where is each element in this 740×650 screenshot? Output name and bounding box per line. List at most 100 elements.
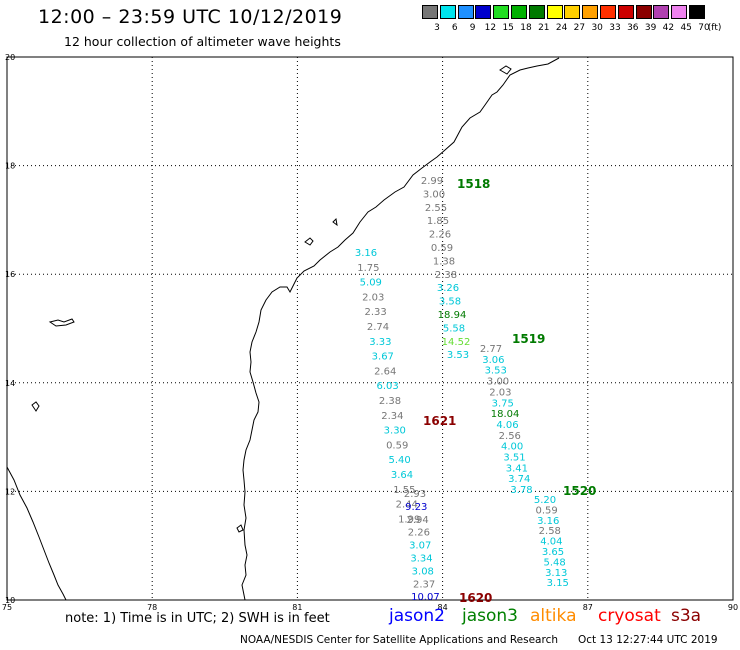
track-time-label: 1519 — [512, 332, 545, 346]
swh-value: 2.33 — [364, 307, 386, 318]
legend-swatch — [582, 5, 599, 19]
island-outline — [48, 318, 75, 327]
legend-label: 18 — [520, 23, 532, 33]
lat-tick-label: 14 — [5, 379, 15, 388]
swh-value: 2.03 — [489, 387, 511, 398]
swh-value: 3.13 — [545, 568, 567, 579]
west-coastline — [6, 466, 67, 601]
swh-value: 1.38 — [433, 256, 455, 267]
swh-value: 18.94 — [438, 310, 467, 321]
legend-label: 30 — [591, 23, 603, 33]
swh-value: 3.34 — [410, 554, 432, 565]
legend-swatch — [475, 5, 492, 19]
swh-value: 4.06 — [496, 420, 518, 431]
swh-value: 4.04 — [540, 537, 562, 548]
swh-value: 3.67 — [372, 352, 394, 363]
swh-value: 3.26 — [437, 283, 459, 294]
track-time-label: 1621 — [423, 414, 456, 428]
footer-note: note: 1) Time is in UTC; 2) SWH is in fe… — [65, 611, 330, 626]
lon-tick-label: 84 — [438, 603, 448, 612]
swh-value: 1.75 — [357, 263, 379, 274]
satellite-name: jason3 — [462, 606, 518, 626]
legend-swatch — [546, 5, 563, 19]
swh-value: 1.99 — [398, 514, 420, 525]
legend-swatch — [493, 5, 510, 19]
swh-value: 3.53 — [447, 350, 469, 361]
legend-label: 6 — [451, 23, 458, 33]
swh-value: 3.07 — [409, 541, 431, 552]
lon-tick-label: 75 — [2, 603, 12, 612]
island-outline — [31, 401, 40, 412]
swh-value: 1.85 — [427, 216, 449, 227]
satellite-name: s3a — [671, 606, 702, 626]
legend-swatch — [689, 5, 705, 19]
legend-label: 33 — [609, 23, 621, 33]
legend-swatch — [528, 5, 545, 19]
page-subtitle: 12 hour collection of altimeter wave hei… — [64, 34, 341, 49]
swh-value: 2.58 — [539, 526, 561, 537]
swh-value: 5.40 — [388, 455, 410, 466]
lat-tick-label: 10 — [5, 596, 15, 605]
swh-value: 3.75 — [492, 398, 514, 409]
lat-tick-label: 18 — [5, 162, 15, 171]
swh-value: 2.94 — [406, 515, 428, 526]
legend-label: 42 — [662, 23, 675, 33]
swh-value: 3.41 — [506, 463, 528, 474]
swh-value: 9.23 — [405, 502, 427, 513]
legend-swatch — [457, 5, 474, 19]
swh-value: 2.38 — [435, 270, 457, 281]
legend-label: 9 — [469, 23, 476, 33]
swh-value: 2.37 — [413, 579, 435, 590]
lon-tick-label: 87 — [583, 603, 593, 612]
island-outline — [304, 237, 314, 246]
swh-value: 2.26 — [408, 528, 430, 539]
swh-value: 2.55 — [425, 203, 447, 214]
timestamp-text: Oct 13 12:27:44 UTC 2019 — [578, 634, 718, 646]
swh-value: 2.44 — [396, 500, 418, 511]
legend-swatch — [635, 5, 652, 19]
lon-tick-label: 78 — [147, 603, 157, 612]
legend-swatch — [671, 5, 688, 19]
swh-value: 3.74 — [508, 474, 530, 485]
legend-swatch — [564, 5, 581, 19]
swh-value: 2.74 — [367, 322, 389, 333]
swh-value: 3.65 — [542, 547, 564, 558]
legend-swatch — [422, 5, 438, 19]
swh-value: 2.38 — [379, 396, 401, 407]
swh-value: 14.52 — [442, 337, 471, 348]
satellite-name: cryosat — [598, 606, 661, 626]
swh-value: 10.07 — [411, 592, 440, 603]
swh-value: 3.00 — [487, 377, 509, 388]
swh-value: 2.56 — [499, 431, 521, 442]
island-outline — [236, 524, 244, 533]
credit-text: NOAA/NESDIS Center for Satellite Applica… — [240, 634, 558, 646]
swh-value: 3.08 — [412, 566, 434, 577]
swh-value: 2.26 — [429, 230, 451, 241]
swh-value: 1.55 — [393, 485, 415, 496]
island-outline — [499, 65, 512, 75]
swh-value: 5.09 — [360, 278, 382, 289]
legend-label: 45 — [680, 23, 692, 33]
legend-label: 3 — [434, 23, 440, 33]
swh-value: 2.64 — [374, 366, 396, 377]
satellite-name: altika — [530, 606, 577, 626]
swh-value: 0.59 — [386, 440, 408, 451]
legend-label: 12 — [484, 23, 497, 33]
swh-value: 3.58 — [439, 297, 461, 308]
swh-value: 3.78 — [510, 485, 532, 496]
swh-value: 5.20 — [534, 495, 556, 506]
track-time-label: 1520 — [563, 484, 596, 498]
swh-value: 3.06 — [482, 355, 504, 366]
page-title: 12:00 – 23:59 UTC 10/12/2019 — [38, 6, 343, 28]
lon-tick-label: 81 — [292, 603, 302, 612]
legend-swatch — [600, 5, 616, 19]
lat-tick-label: 16 — [5, 270, 15, 279]
swh-value: 5.58 — [443, 323, 465, 334]
swh-value: 6.03 — [376, 381, 398, 392]
lat-tick-label: 20 — [5, 53, 15, 62]
legend-swatch — [653, 5, 670, 19]
legend-label: 27 — [573, 23, 586, 33]
swh-value: 2.99 — [421, 176, 443, 187]
coastline — [241, 57, 560, 601]
